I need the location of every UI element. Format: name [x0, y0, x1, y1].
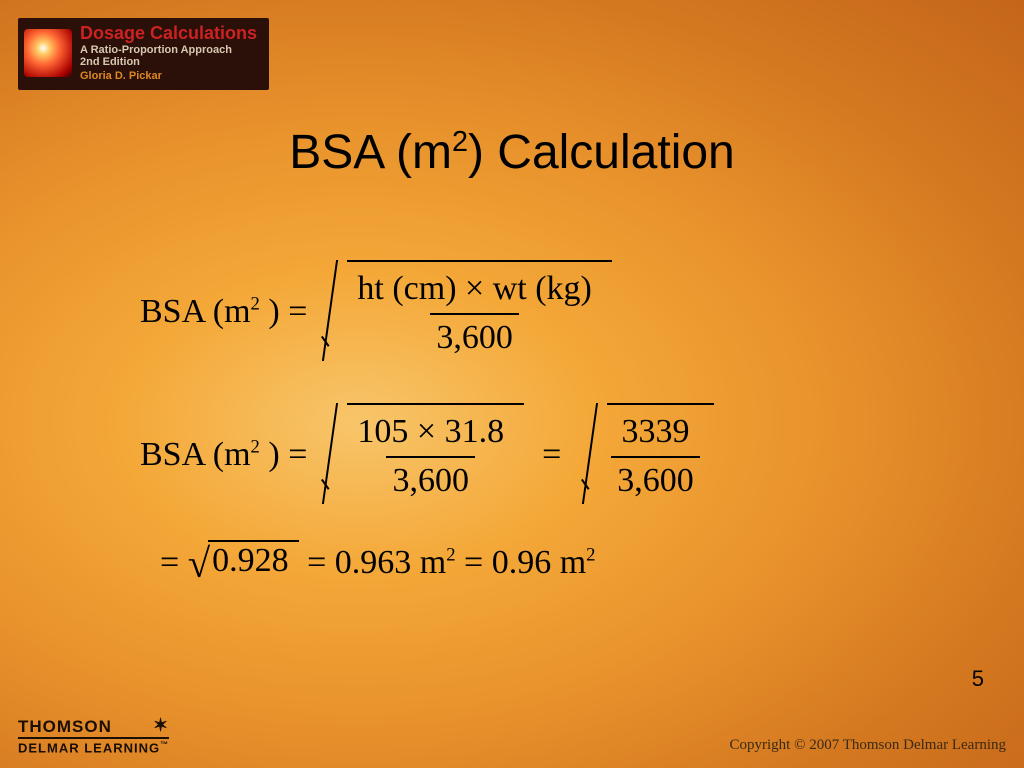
formula-region: BSA (m2 ) = ht (cm) × wt (kg) 3,600 BSA …	[140, 260, 900, 583]
r2b-numerator: 3339	[616, 411, 696, 456]
sqrt-icon	[319, 260, 347, 363]
r1-numerator: ht (cm) × wt (kg)	[351, 268, 597, 313]
publisher-top: THOMSON ✶	[18, 718, 169, 739]
r2a-numerator: 105 × 31.8	[351, 411, 510, 456]
r1-sqrt-body: ht (cm) × wt (kg) 3,600	[347, 260, 611, 363]
r3-sqrt-val: 0.928	[208, 540, 299, 580]
book-author: Gloria D. Pickar	[80, 70, 257, 82]
r2-equals: =	[542, 436, 561, 474]
r3-content: = √ 0.928 = 0.963 m2 = 0.96 m2	[160, 536, 596, 583]
r2b-sqrt-body: 3339 3,600	[607, 403, 714, 506]
book-title: Dosage Calculations	[80, 24, 257, 44]
slide-title-post: ) Calculation	[468, 126, 735, 179]
sqrt-icon	[579, 403, 607, 506]
book-subtitle: A Ratio-Proportion Approach	[80, 44, 257, 56]
r2a-fraction: 105 × 31.8 3,600	[351, 411, 510, 502]
publisher-bottom: DELMAR LEARNING™	[18, 739, 169, 754]
slide-title-sup: 2	[452, 126, 468, 158]
sqrt-icon: √	[188, 540, 210, 587]
r2-sqrt-b: 3339 3,600	[579, 403, 714, 506]
r2b-fraction: 3339 3,600	[611, 411, 700, 502]
r2-lhs: BSA (m2 ) =	[140, 436, 307, 474]
r1-sqrt: ht (cm) × wt (kg) 3,600	[319, 260, 611, 363]
r1-lhs: BSA (m2 ) =	[140, 293, 307, 331]
r3-sqrt: √ 0.928	[188, 536, 299, 583]
book-edition: 2nd Edition	[80, 56, 257, 68]
page-number: 5	[972, 666, 984, 692]
star-icon: ✶	[153, 716, 169, 734]
formula-row-3: = √ 0.928 = 0.963 m2 = 0.96 m2	[160, 536, 900, 583]
r1-fraction: ht (cm) × wt (kg) 3,600	[351, 268, 597, 359]
formula-row-2: BSA (m2 ) = 105 × 31.8 3,600 = 3339 3,60…	[140, 403, 900, 506]
slide-title: BSA (m2) Calculation	[0, 125, 1024, 180]
book-header-text: Dosage Calculations A Ratio-Proportion A…	[80, 24, 257, 82]
r3-pre: =	[160, 544, 188, 581]
copyright-text: Copyright © 2007 Thomson Delmar Learning	[730, 737, 1007, 754]
book-cover-icon	[24, 29, 72, 77]
r2b-denominator: 3,600	[611, 456, 700, 503]
formula-row-1: BSA (m2 ) = ht (cm) × wt (kg) 3,600	[140, 260, 900, 363]
sqrt-icon	[319, 403, 347, 506]
r2-sqrt-a: 105 × 31.8 3,600	[319, 403, 524, 506]
r3-mid2: = 0.96 m	[464, 544, 586, 581]
book-header: Dosage Calculations A Ratio-Proportion A…	[18, 18, 269, 90]
r2a-sqrt-body: 105 × 31.8 3,600	[347, 403, 524, 506]
r1-denominator: 3,600	[430, 313, 519, 360]
publisher-logo: THOMSON ✶ DELMAR LEARNING™	[18, 718, 169, 754]
r2a-denominator: 3,600	[386, 456, 475, 503]
slide-title-pre: BSA (m	[289, 126, 452, 179]
r3-mid: = 0.963 m	[307, 544, 446, 581]
